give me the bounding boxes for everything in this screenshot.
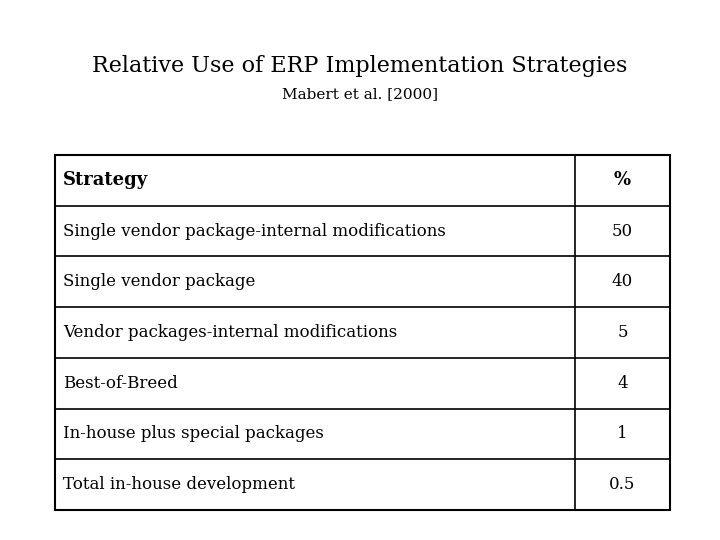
Text: Strategy: Strategy: [63, 171, 148, 190]
Text: 1: 1: [617, 426, 628, 442]
Text: Single vendor package: Single vendor package: [63, 273, 256, 291]
Text: Vendor packages-internal modifications: Vendor packages-internal modifications: [63, 324, 397, 341]
Text: 50: 50: [612, 222, 633, 240]
Text: Single vendor package-internal modifications: Single vendor package-internal modificat…: [63, 222, 446, 240]
Text: Relative Use of ERP Implementation Strategies: Relative Use of ERP Implementation Strat…: [92, 55, 628, 77]
Text: 4: 4: [617, 375, 628, 392]
Text: %: %: [614, 171, 631, 190]
Text: Best-of-Breed: Best-of-Breed: [63, 375, 178, 392]
Text: Total in-house development: Total in-house development: [63, 476, 295, 493]
Text: 5: 5: [617, 324, 628, 341]
Text: 0.5: 0.5: [609, 476, 636, 493]
Text: 40: 40: [612, 273, 633, 291]
Bar: [55, 155, 670, 510]
Text: In-house plus special packages: In-house plus special packages: [63, 426, 324, 442]
Text: Mabert et al. [2000]: Mabert et al. [2000]: [282, 87, 438, 101]
